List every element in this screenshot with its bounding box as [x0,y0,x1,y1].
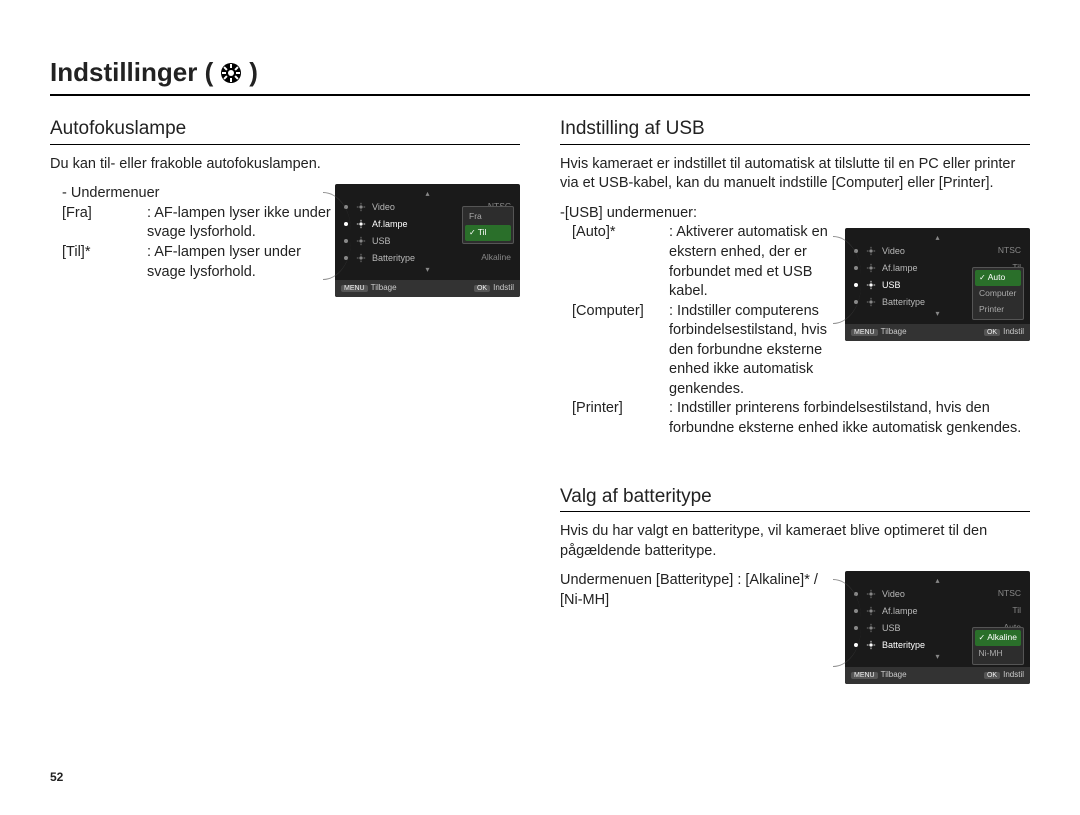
lcd-row-label: Batteritype [372,252,481,264]
section-title: Indstilling af USB [560,116,1030,145]
section-title: Valg af batteritype [560,484,1030,513]
lcd-popup: Fra✓Til [462,206,514,243]
camera-lcd-usb: ▴VideoNTSCAf.lampeTilUSBAutoBatteritypeA… [845,228,1030,341]
gear-icon [864,246,878,256]
title-text: Indstillinger ( [50,55,213,90]
definition-row: [Printer]: Indstiller printerens forbind… [572,399,1030,438]
gear-icon [864,280,878,290]
intro-text: Hvis du har valgt en batteritype, vil ka… [560,522,1030,561]
lcd-row-label: Video [882,245,998,257]
gear-icon [354,253,368,263]
title-suffix: ) [249,55,258,90]
lcd-popup-item: ✓Alkaline [975,630,1021,646]
lcd-footer: MENUTilbageOKIndstil [845,324,1030,341]
lcd-row-value: Alkaline [481,252,515,263]
battery-line: Undermenuen [Batteritype] : [Alkaline]* … [560,571,840,610]
lcd-popup: ✓AlkalineNi-MH [972,627,1024,664]
gear-icon [864,589,878,599]
definition-row: [Fra]: AF-lampen lyser ikke under svage … [62,204,340,243]
lcd-popup-item: Fra [465,209,511,224]
definition-row: [Til]*: AF-lampen lyser under svage lysf… [62,243,340,282]
section-autofokuslampe: Autofokuslampe Du kan til- eller frakobl… [50,116,520,282]
lcd-footer: MENUTilbageOKIndstil [335,280,520,297]
submenu-label: - Undermenuer [62,184,340,204]
definition-body: : Indstiller computerens forbindelsestil… [669,302,850,400]
right-column: Indstilling af USB Hvis kameraet er inds… [560,116,1030,655]
page-number: 52 [50,769,63,785]
left-column: Autofokuslampe Du kan til- eller frakobl… [50,116,520,655]
definition-body: : AF-lampen lyser ikke under svage lysfo… [147,204,340,243]
gear-icon [219,61,243,85]
camera-lcd-battery: ▴VideoNTSCAf.lampeTilUSBAutoBatteritypeA… [845,571,1030,684]
lcd-popup: ✓AutoComputerPrinter [972,267,1024,320]
section-battery: Valg af batteritype Hvis du har valgt en… [560,484,1030,611]
lcd-row-label: Video [882,588,998,600]
gear-icon [354,202,368,212]
lcd-row-value: NTSC [998,245,1025,256]
definition-term: [Fra] [62,204,147,243]
intro-text: Du kan til- eller frakoble autofokuslamp… [50,155,520,175]
gear-icon [864,623,878,633]
definition-term: [Auto]* [572,223,669,301]
lcd-popup-item: ✓Til [465,225,511,241]
lcd-menu-row: VideoNTSC [850,585,1025,602]
definition-row: [Auto]*: Aktiverer automatisk en ekstern… [572,223,850,301]
lcd-row-value: NTSC [998,588,1025,599]
definition-term: [Til]* [62,243,147,282]
lcd-row-label: Af.lampe [882,605,1012,617]
gear-icon [864,263,878,273]
lcd-popup-item: Computer [975,286,1021,301]
lcd-popup-item: Printer [975,302,1021,317]
definition-row: [Computer]: Indstiller computerens forbi… [572,302,850,400]
gear-icon [864,297,878,307]
lcd-menu-row: BatteritypeAlkaline [340,249,515,266]
intro-text: Hvis kameraet er indstillet til automati… [560,155,1030,194]
definition-body: : AF-lampen lyser under svage lysforhold… [147,243,340,282]
lcd-menu-row: Af.lampeTil [850,602,1025,619]
submenu-label: -[USB] undermenuer: [560,204,1030,224]
lcd-footer: MENUTilbageOKIndstil [845,667,1030,684]
definition-body: : Indstiller printerens forbindelsestils… [669,399,1030,438]
camera-lcd-aflampe: ▴VideoNTSCAf.lampeTilUSBAutoBatteritypeA… [335,184,520,297]
gear-icon [354,219,368,229]
gear-icon [864,640,878,650]
gear-icon [354,236,368,246]
definition-term: [Computer] [572,302,669,400]
lcd-popup-item: Ni-MH [975,646,1021,661]
definition-body: : Aktiverer automatisk en ekstern enhed,… [669,223,850,301]
page-title: Indstillinger ( ) [50,55,1030,96]
section-title: Autofokuslampe [50,116,520,145]
definition-term: [Printer] [572,399,669,438]
section-usb: Indstilling af USB Hvis kameraet er inds… [560,116,1030,439]
gear-icon [864,606,878,616]
lcd-menu-row: VideoNTSC [850,242,1025,259]
lcd-row-value: Til [1012,605,1025,616]
lcd-popup-item: ✓Auto [975,270,1021,286]
